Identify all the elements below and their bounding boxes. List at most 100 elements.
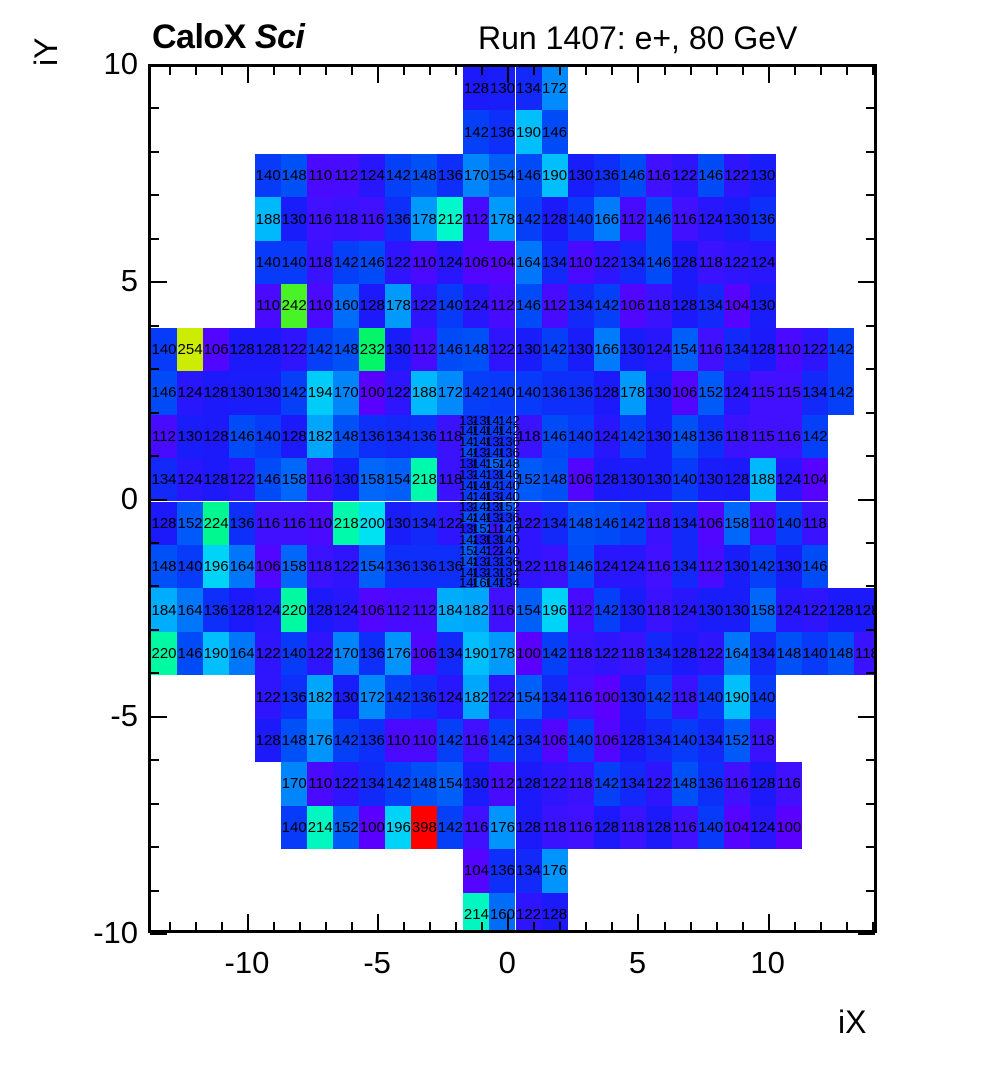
heatmap-cell[interactable]: 170 [463, 153, 490, 198]
heatmap-cell[interactable]: 140 [177, 544, 204, 589]
heatmap-cell[interactable]: 116 [567, 805, 594, 850]
heatmap-fine-cell[interactable]: 140 [472, 488, 494, 504]
heatmap-cell[interactable]: 134 [697, 718, 724, 763]
heatmap-cell[interactable]: 158 [723, 501, 750, 545]
heatmap-cell[interactable]: 128 [671, 631, 698, 676]
heatmap-cell[interactable]: 106 [541, 718, 568, 763]
heatmap-cell[interactable]: 140 [801, 631, 828, 676]
heatmap-cell[interactable]: 104 [463, 849, 490, 893]
heatmap-cell[interactable]: 146 [645, 240, 672, 285]
heatmap-cell[interactable]: 140 [567, 197, 594, 241]
heatmap-cell[interactable]: 106 [255, 544, 282, 589]
heatmap-cell[interactable]: 134 [749, 631, 776, 676]
heatmap-cell[interactable]: 158 [281, 458, 308, 502]
heatmap-cell[interactable]: 122 [333, 762, 360, 806]
heatmap-cell[interactable]: 128 [749, 327, 776, 372]
heatmap-cell[interactable]: 110 [775, 327, 802, 372]
heatmap-cell[interactable]: 146 [619, 153, 646, 198]
heatmap-cell[interactable]: 130 [567, 153, 594, 198]
heatmap-cell[interactable]: 148 [411, 153, 438, 198]
heatmap-fine-cell[interactable]: 140 [459, 423, 481, 439]
heatmap-fine-cell[interactable]: 140 [498, 488, 520, 504]
heatmap-cell[interactable]: 130 [645, 414, 672, 459]
heatmap-cell[interactable]: 136 [281, 675, 308, 719]
heatmap-cell[interactable]: 182 [307, 414, 334, 459]
heatmap-cell[interactable]: 124 [463, 284, 490, 328]
heatmap-cell[interactable]: 136 [359, 718, 386, 763]
heatmap-cell[interactable]: 104 [723, 805, 750, 850]
heatmap-cell[interactable]: 106 [593, 718, 620, 763]
heatmap-cell[interactable]: 110 [411, 240, 438, 285]
heatmap-cell[interactable]: 128 [255, 327, 282, 372]
heatmap-fine-cell[interactable]: 134 [472, 553, 494, 569]
heatmap-fine-cell[interactable]: 134 [485, 488, 507, 504]
heatmap-cell[interactable]: 130 [775, 544, 802, 589]
heatmap-cell[interactable]: 122 [385, 371, 412, 415]
heatmap-fine-cell[interactable]: 146 [498, 466, 520, 482]
heatmap-cell[interactable]: 140 [749, 675, 776, 719]
heatmap-cell[interactable]: 116 [775, 762, 802, 806]
heatmap-cell[interactable]: 130 [463, 762, 490, 806]
heatmap-cell[interactable]: 106 [411, 631, 438, 676]
heatmap-fine-cell[interactable]: 148 [498, 455, 520, 471]
heatmap-cell[interactable]: 146 [359, 240, 386, 285]
heatmap-cell[interactable]: 148 [827, 631, 854, 676]
heatmap-fine-cell[interactable]: 140 [498, 532, 520, 548]
heatmap-fine-cell[interactable]: 136 [498, 445, 520, 461]
heatmap-cell[interactable]: 116 [489, 588, 516, 632]
heatmap-cell[interactable]: 196 [203, 544, 230, 589]
heatmap-cell[interactable]: 136 [385, 197, 412, 241]
heatmap-fine-cell[interactable]: 130 [472, 532, 494, 548]
heatmap-cell[interactable]: 146 [645, 197, 672, 241]
heatmap-cell[interactable]: 100 [359, 371, 386, 415]
heatmap-cell[interactable]: 130 [697, 588, 724, 632]
heatmap-cell[interactable]: 122 [723, 240, 750, 285]
heatmap-cell[interactable]: 110 [307, 153, 334, 198]
heatmap-canvas[interactable]: 128 130 134 172 142 136 190 146 140 148 110 112 124 1… [151, 67, 874, 930]
heatmap-cell[interactable]: 146 [515, 284, 542, 328]
heatmap-fine-cell[interactable]: 140 [459, 564, 481, 580]
heatmap-cell[interactable]: 100 [775, 805, 802, 850]
heatmap-cell[interactable]: 104 [723, 284, 750, 328]
heatmap-cell[interactable]: 130 [723, 197, 750, 241]
heatmap-cell[interactable]: 130 [697, 458, 724, 502]
heatmap-fine-cell[interactable]: 148 [472, 499, 494, 515]
heatmap-cell[interactable]: 130 [333, 675, 360, 719]
heatmap-cell[interactable]: 190 [203, 631, 230, 676]
heatmap-cell[interactable]: 148 [463, 327, 490, 372]
heatmap-cell[interactable]: 142 [541, 631, 568, 676]
heatmap-cell[interactable]: 188 [255, 197, 282, 241]
heatmap-cell[interactable]: 218 [333, 501, 360, 545]
heatmap-cell[interactable]: 140 [671, 718, 698, 763]
heatmap-cell[interactable]: 122 [801, 327, 828, 372]
heatmap-cell[interactable]: 136 [437, 544, 464, 589]
heatmap-cell[interactable]: 115 [749, 414, 776, 459]
heatmap-cell[interactable]: 130 [619, 327, 646, 372]
heatmap-cell[interactable]: 130 [619, 458, 646, 502]
heatmap-fine-cell[interactable]: 140 [459, 477, 481, 493]
heatmap-cell[interactable]: 128 [515, 762, 542, 806]
heatmap-cell[interactable]: 136 [203, 588, 230, 632]
heatmap-cell[interactable]: 140 [151, 327, 178, 372]
heatmap-cell[interactable]: 140 [281, 805, 308, 850]
heatmap-cell[interactable]: 146 [593, 501, 620, 545]
heatmap-cell[interactable]: 118 [567, 631, 594, 676]
heatmap-cell[interactable]: 142 [593, 588, 620, 632]
heatmap-cell[interactable]: 122 [515, 544, 542, 589]
heatmap-cell[interactable]: 124 [775, 458, 802, 502]
heatmap-cell[interactable]: 136 [411, 544, 438, 589]
heatmap-cell[interactable]: 176 [541, 849, 568, 893]
heatmap-cell[interactable]: 116 [645, 544, 672, 589]
heatmap-cell[interactable]: 116 [775, 414, 802, 459]
heatmap-cell[interactable]: 142 [593, 284, 620, 328]
heatmap-cell[interactable]: 116 [567, 675, 594, 719]
heatmap-cell[interactable]: 140 [697, 675, 724, 719]
heatmap-fine-cell[interactable]: 134 [485, 510, 507, 526]
heatmap-cell[interactable]: 140 [281, 631, 308, 676]
heatmap-cell[interactable]: 128 [671, 240, 698, 285]
heatmap-cell[interactable]: 136 [697, 762, 724, 806]
heatmap-cell[interactable]: 116 [255, 501, 282, 545]
heatmap-fine-cell[interactable]: 140 [485, 445, 507, 461]
heatmap-cell[interactable]: 106 [619, 284, 646, 328]
heatmap-cell[interactable]: 170 [281, 762, 308, 806]
